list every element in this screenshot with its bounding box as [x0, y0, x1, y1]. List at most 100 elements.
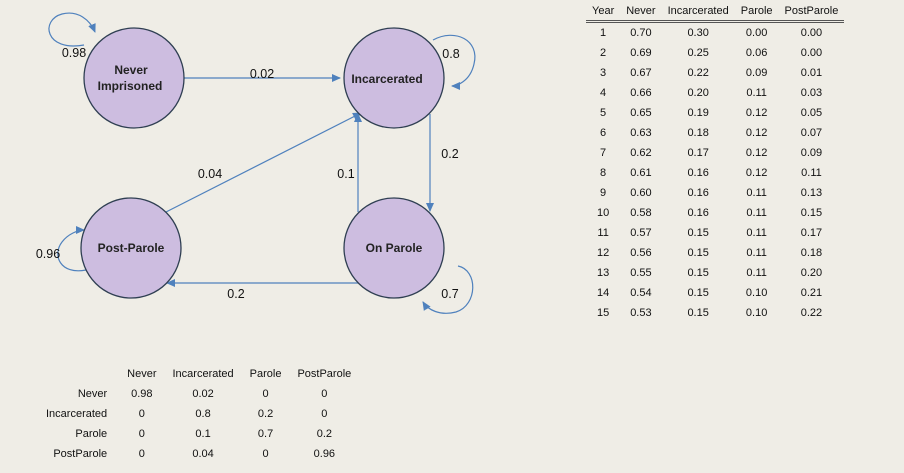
label-never-to-incarcerated: 0.02	[250, 67, 274, 81]
year-table-row-cell: 0.11	[801, 167, 822, 179]
year-table-row-cell: 0.25	[687, 47, 709, 59]
year-table-row: 8 0.61 0.16 0.12 0.11	[586, 163, 844, 183]
year-table-row: 7 0.62 0.17 0.12 0.09	[586, 143, 844, 163]
matrix-table-header: Incarcerated	[172, 368, 234, 380]
matrix-table-row-cell: 0.04	[192, 448, 214, 460]
year-table-row: 4 0.66 0.20 0.11 0.03	[586, 83, 844, 103]
year-table-row-cell: 0.11	[746, 207, 767, 219]
year-table-row-cell: 0.55	[630, 267, 652, 279]
matrix-table-row: Never 0.98 0.02 0 0	[38, 384, 359, 404]
year-table-row: 15 0.53 0.15 0.10 0.22	[586, 303, 844, 323]
label-postparole-self: 0.96	[36, 247, 60, 261]
year-table-row-cell: 0.18	[800, 247, 823, 259]
year-table-header-row: Year Never Incarcerated Parole PostParol…	[586, 3, 845, 23]
year-table-row-cell: 0.63	[630, 127, 652, 139]
edge-incarcerated-self-loop	[432, 34, 476, 90]
state-on-parole	[343, 197, 445, 299]
year-table-row-cell: 0.16	[687, 187, 709, 199]
matrix-table-row-label: Incarcerated	[46, 408, 108, 420]
matrix-table-row: Incarcerated 0 0.8 0.2 0	[38, 404, 359, 424]
year-table-row-cell: 0.09	[800, 147, 823, 159]
year-table-row: 3 0.67 0.22 0.09 0.01	[586, 63, 844, 83]
matrix-table-row-cell: 0.2	[257, 408, 274, 420]
year-table-row-label: 14	[596, 287, 610, 299]
year-table-row-cell: 0.56	[630, 247, 652, 259]
matrix-table-row-cell: 0	[138, 428, 145, 440]
matrix-table-row-cell: 0.98	[131, 388, 153, 400]
year-table-row-cell: 0.12	[745, 147, 768, 159]
state-never-label-line2: Imprisoned	[98, 79, 163, 93]
year-table-row: 10 0.58 0.16 0.11 0.15	[586, 203, 844, 223]
year-table-row-cell: 0.62	[630, 147, 652, 159]
year-table-row-cell: 0.60	[630, 187, 652, 199]
year-table-row-cell: 0.17	[687, 147, 709, 159]
state-on-parole-label: On Parole	[366, 241, 423, 255]
year-table-row-cell: 0.65	[630, 107, 652, 119]
year-table-row-label: 10	[596, 207, 610, 219]
year-table-row-cell: 0.05	[800, 107, 823, 119]
year-table-row-cell: 0.15	[687, 267, 709, 279]
year-table-row-label: 13	[596, 267, 610, 279]
year-table-row: 11 0.57 0.15 0.11 0.17	[586, 223, 844, 243]
year-table-row: 1 0.70 0.30 0.00 0.00	[586, 22, 844, 44]
year-table-row-cell: 0.17	[800, 227, 823, 239]
year-table-row-cell: 0.30	[687, 27, 709, 39]
matrix-table-row-cell: 0	[262, 388, 269, 400]
matrix-table-header-row: Never Incarcerated Parole PostParole	[38, 364, 359, 384]
matrix-table-row-cell: 0	[321, 408, 328, 420]
year-table-row: 6 0.63 0.18 0.12 0.07	[586, 123, 844, 143]
year-table-row-cell: 0.22	[800, 307, 823, 319]
year-table-header: Incarcerated	[661, 3, 735, 23]
year-table-row: 2 0.69 0.25 0.06 0.00	[586, 43, 844, 63]
edge-parole-self-loop	[422, 265, 474, 314]
matrix-table-body: Never 0.98 0.02 0 0 Incarcerated 0 0.8 0.2 0 Parol…	[38, 384, 359, 464]
year-table-row-label: 11	[597, 227, 609, 239]
year-table-row-label: 9	[600, 187, 607, 199]
year-table-row-cell: 0.11	[746, 187, 767, 199]
label-parole-to-postparole: 0.2	[227, 287, 244, 301]
year-table-row-cell: 0.66	[630, 87, 652, 99]
states: Never Imprisoned Incarcerated Post-Parol…	[80, 27, 445, 299]
matrix-table-row-cell: 0.8	[195, 408, 211, 420]
year-table-row-cell: 0.10	[745, 307, 768, 319]
year-table-row-cell: 0.22	[687, 67, 709, 79]
edge-postparole-to-incarcerated	[165, 112, 362, 213]
year-table-row-cell: 0.11	[746, 227, 767, 239]
edge-never-self-loop	[48, 12, 96, 47]
matrix-table-row-cell: 0	[138, 408, 145, 420]
year-table-row-cell: 0.11	[746, 247, 767, 259]
year-table-body: 1 0.70 0.30 0.00 0.00 2 0.69 0.25 0.06 0.00 3 0.67 0…	[586, 22, 844, 324]
year-table-row-cell: 0.16	[687, 207, 709, 219]
year-table-header: Never	[620, 3, 662, 23]
year-table-row-cell: 0.20	[687, 87, 709, 99]
year-table-row-cell: 0.18	[687, 127, 709, 139]
matrix-table-row-cell: 0.1	[195, 428, 211, 440]
state-incarcerated	[343, 27, 445, 129]
year-table-row-cell: 0.13	[800, 187, 823, 199]
matrix-table-row-label: PostParole	[53, 448, 108, 460]
year-table-row: 14 0.54 0.15 0.10 0.21	[586, 283, 844, 303]
year-table-row-label: 1	[600, 27, 607, 39]
year-table-header: Parole	[734, 3, 779, 23]
year-table-row-cell: 0.12	[745, 167, 768, 179]
year-table-row-cell: 0.15	[800, 207, 823, 219]
year-table-row-cell: 0.09	[745, 67, 768, 79]
label-postparole-to-incarcerated: 0.04	[198, 167, 222, 181]
year-table-row: 5 0.65 0.19 0.12 0.05	[586, 103, 844, 123]
year-table-header: Year	[586, 3, 621, 23]
year-table-row-cell: 0.12	[745, 127, 768, 139]
matrix-table-header: Parole	[249, 368, 282, 380]
year-table-row-cell: 0.01	[800, 67, 823, 79]
year-table-row-label: 8	[600, 167, 607, 179]
matrix-table-row: PostParole 0 0.04 0 0.96	[38, 444, 359, 464]
year-table-row-cell: 0.58	[630, 207, 652, 219]
year-table-row-cell: 0.00	[800, 47, 823, 59]
year-table-row-cell: 0.69	[630, 47, 652, 59]
matrix-table-row-cell: 0.96	[313, 448, 336, 460]
label-never-self: 0.98	[62, 46, 86, 60]
matrix-table-row-label: Never	[77, 388, 108, 400]
year-table-row-cell: 0.15	[687, 287, 709, 299]
label-parole-to-incarcerated: 0.1	[337, 167, 354, 181]
year-table-row: 12 0.56 0.15 0.11 0.18	[586, 243, 844, 263]
state-transition-diagram: Never Imprisoned Incarcerated Post-Parol…	[36, 12, 476, 314]
